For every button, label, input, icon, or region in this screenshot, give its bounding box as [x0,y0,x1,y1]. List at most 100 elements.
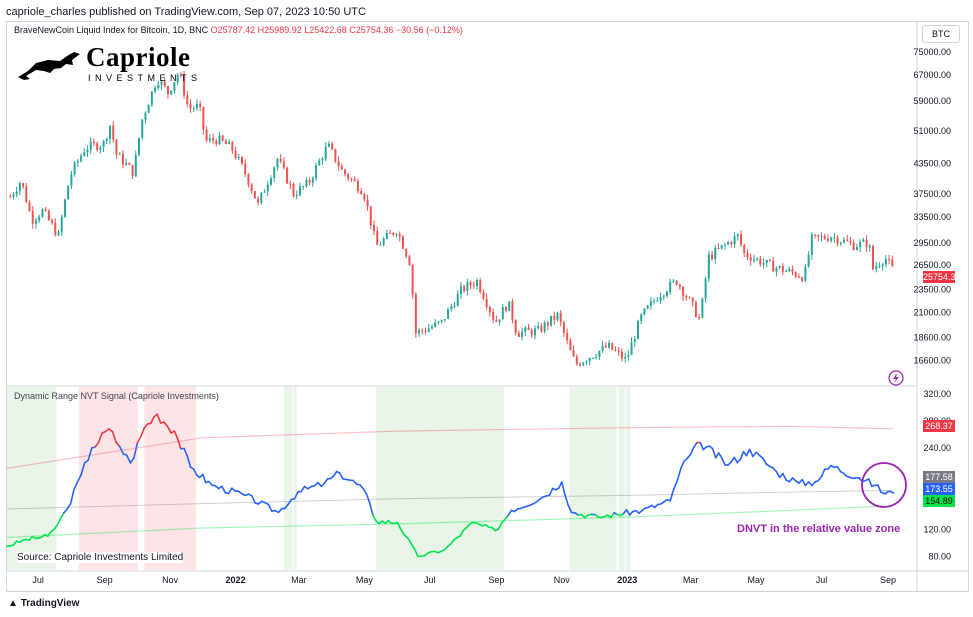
candle-body [115,139,118,155]
candle-body [173,82,176,91]
signal-segment [202,473,207,484]
lower-band-tag: 154.89 [923,495,955,507]
candle-body [530,330,533,336]
signal-segment [500,518,506,524]
signal-segment [752,451,758,458]
signal-segment [748,448,754,458]
candle-body [611,342,614,350]
signal-segment [689,446,695,456]
candle-body [179,74,182,76]
candle-body [537,326,540,329]
candle-body [575,356,578,364]
candle-body [701,298,704,318]
candle-body [34,220,37,224]
candle-body [73,162,76,175]
candle-body [852,242,855,250]
signal-segment [610,511,615,519]
candle-body [76,161,79,163]
candle-body [807,254,810,267]
signal-segment [287,498,293,506]
candle-body [672,280,675,282]
time-tick-label: Jul [32,575,44,585]
candle-body [826,238,829,241]
signal-segment [227,487,233,495]
signal-segment [267,503,273,512]
signal-segment [739,450,745,461]
candle-body [643,308,646,315]
red-zone [78,387,138,570]
candle-body [675,280,678,285]
candle-body [604,345,607,348]
candle-body [469,282,472,286]
signal-segment [362,487,368,495]
signal-segment [745,448,751,457]
candle-body [685,296,688,298]
candle-body [89,141,92,150]
candle-body [540,326,543,332]
signal-segment [730,456,736,463]
candle-body [501,307,504,320]
signal-segment [53,524,59,531]
candle-body [273,167,276,179]
signal-segment [504,514,509,521]
candle-body [736,234,739,237]
tradingview-footer[interactable]: ▲ TradingView [8,598,79,609]
currency-button[interactable]: BTC [922,25,960,43]
candle-body [785,270,788,272]
candle-body [453,305,456,307]
candle-body [550,315,553,326]
candle-body [334,149,337,162]
signal-segment [73,480,79,491]
candle-body [762,263,765,265]
candle-body [105,139,108,142]
candle-body [559,312,562,323]
candle-body [340,166,343,170]
candle-body [640,314,643,322]
indicator-title[interactable]: Dynamic Range NVT Signal (Capriole Inves… [14,391,219,401]
candle-body [176,74,179,83]
signal-segment [669,488,675,502]
candle-body [794,272,797,277]
signal-segment [176,437,182,450]
candle-body [524,327,527,332]
tradingview-logo-icon: ▲ [8,598,18,609]
candle-body [817,234,820,237]
candle-body [546,322,549,326]
price-tick-label: 26500.00 [913,260,951,270]
candle-body [363,194,366,200]
horse-logo-icon [18,52,80,80]
candle-body [321,159,324,161]
signal-segment [66,502,72,510]
candle-body [395,234,398,236]
ohlc-close: C25754.36 [349,25,394,35]
lightning-icon[interactable] [888,370,904,386]
candle-body [588,357,591,362]
signal-segment [867,478,873,488]
signal-segment [817,475,823,482]
signal-segment [323,477,329,485]
candle-body [508,301,511,312]
candle-body [28,202,31,211]
signal-segment [59,512,65,520]
candle-body [624,357,627,359]
candle-body [414,294,417,334]
candle-body [476,280,479,287]
signal-segment [156,413,162,424]
green-zone [283,387,293,570]
candle-body [112,125,115,140]
candle-body [836,237,839,244]
candle-body [521,331,524,337]
time-tick-label: Nov [554,575,571,585]
green-zone [618,387,626,570]
candle-body [121,153,124,165]
candle-body [608,342,611,348]
candle-body [659,296,662,301]
price-tick-label: 21000.00 [913,307,951,317]
candle-body [195,103,198,109]
candle-body [443,319,446,321]
candle-body [878,266,881,268]
candle-body [434,322,437,327]
candle-body [373,225,376,232]
candle-body [488,306,491,312]
